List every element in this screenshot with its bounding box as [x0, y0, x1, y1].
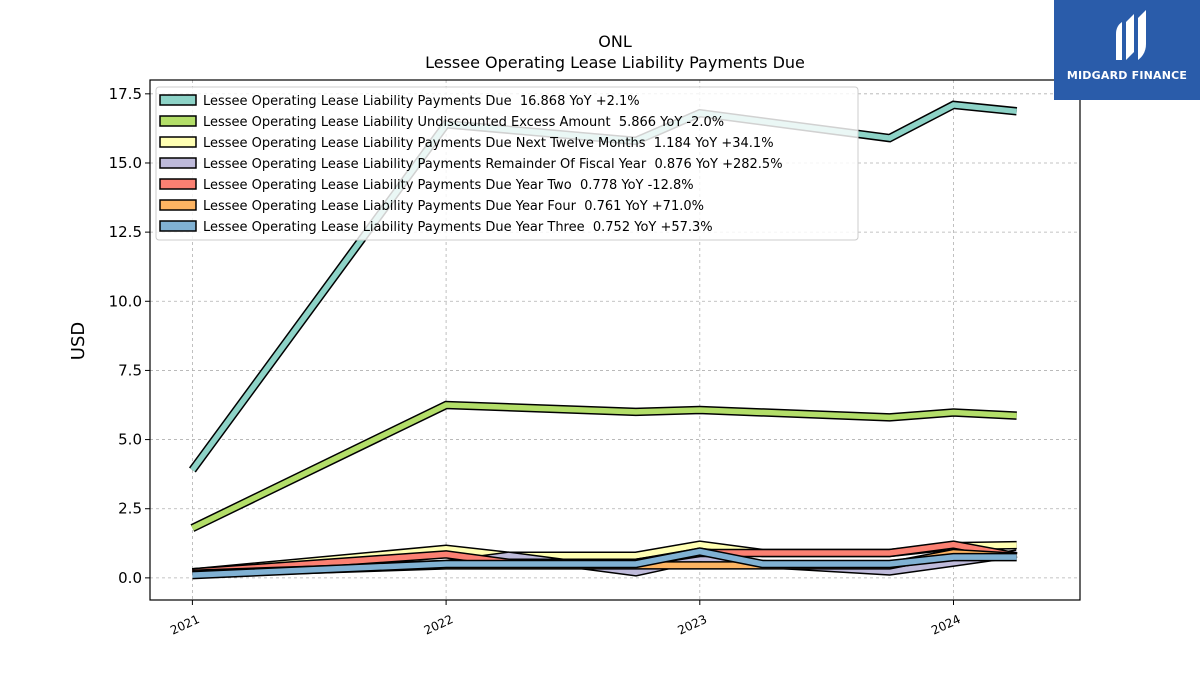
series-layer [188, 100, 1018, 580]
midgard-finance-logo: MIDGARD FINANCE [1054, 0, 1200, 100]
y-tick-label: 15.0 [109, 154, 142, 172]
y-tick-label: 10.0 [109, 292, 142, 310]
series-line [190, 400, 1017, 532]
legend-entry: Lessee Operating Lease Liability Payment… [203, 136, 774, 151]
legend-swatch [159, 115, 197, 127]
legend-swatch [159, 220, 197, 232]
y-axis-label: USD [68, 322, 89, 360]
legend-entry: Lessee Operating Lease Liability Payment… [203, 199, 704, 214]
y-tick-label: 12.5 [109, 223, 142, 241]
legend-swatch [159, 157, 197, 169]
legend-entry: Lessee Operating Lease Liability Payment… [203, 157, 783, 172]
legend-entry: Lessee Operating Lease Liability Payment… [203, 178, 694, 193]
series-line-stroke [192, 548, 1017, 578]
logo-text: MIDGARD FINANCE [1066, 69, 1188, 82]
x-axis-ticks: 2021 2022 2023 2024 [168, 600, 963, 638]
chart-subtitle: Lessee Operating Lease Liability Payment… [425, 53, 805, 72]
x-tick-label: 2022 [422, 612, 456, 638]
legend-entry: Lessee Operating Lease Liability Payment… [203, 94, 640, 109]
legend-entry: Lessee Operating Lease Liability Undisco… [203, 115, 724, 130]
y-tick-label: 0.0 [118, 569, 142, 587]
legend-swatch [159, 199, 197, 211]
chart-title: ONL [598, 32, 632, 51]
legend-swatch [159, 136, 197, 148]
y-tick-label: 17.5 [109, 85, 142, 103]
y-axis-ticks: 0.0 2.5 5.0 7.5 10.0 12.5 15.0 17.5 [109, 85, 150, 587]
x-tick-label: 2021 [168, 612, 202, 638]
legend-swatch [159, 94, 197, 106]
x-tick-label: 2024 [929, 612, 963, 638]
plot-frame [149, 79, 1081, 601]
legend-box [155, 86, 859, 241]
series-line [192, 547, 1017, 580]
y-tick-label: 7.5 [118, 361, 142, 379]
series-line-stroke [191, 402, 1017, 531]
legend-swatch [159, 178, 197, 190]
legend: Lessee Operating Lease Liability Payment… [155, 86, 859, 241]
y-tick-label: 2.5 [118, 500, 142, 518]
legend-entry: Lessee Operating Lease Liability Payment… [203, 220, 713, 235]
y-tick-label: 5.0 [118, 431, 142, 449]
midgard-logo-icon [1116, 10, 1146, 60]
x-tick-label: 2023 [675, 612, 709, 638]
